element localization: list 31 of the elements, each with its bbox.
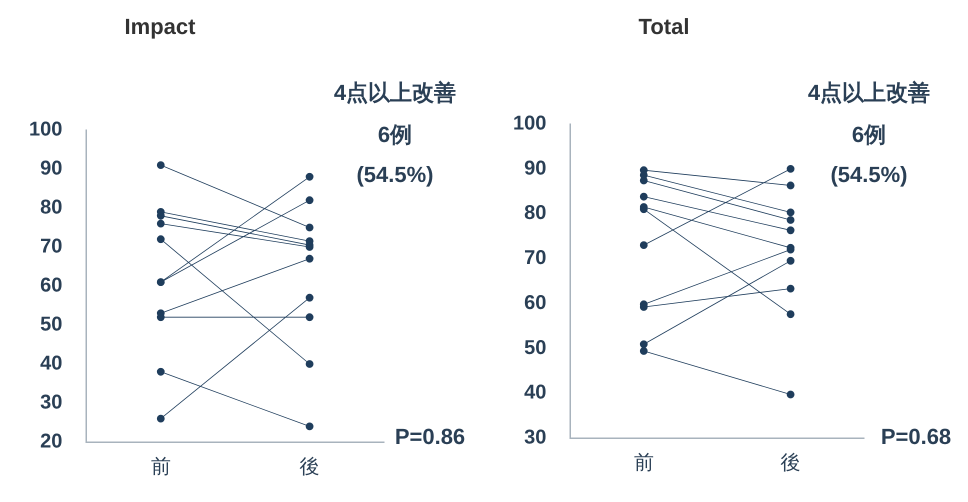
text: P=0.86 <box>394 424 466 450</box>
y-tick-label: 50 <box>524 336 546 359</box>
annotation: (54.5%) <box>829 162 909 188</box>
annotation: 6例 <box>376 121 414 149</box>
y-tick-label: 60 <box>40 274 62 297</box>
y-tick-label: 100 <box>512 112 546 135</box>
x-tick-label: 前 <box>150 454 171 478</box>
y-tick-label: 60 <box>524 292 546 314</box>
chart-title: Impact <box>124 14 196 40</box>
y-tick-label: 40 <box>524 382 546 404</box>
y-tick-label: 90 <box>524 157 546 180</box>
y-tick-label: 80 <box>40 196 62 219</box>
y-tick-label: 70 <box>40 236 62 258</box>
y-tick-label: 70 <box>524 247 546 270</box>
text: 4点以上改善 <box>332 79 458 107</box>
y-tick-label: 20 <box>40 430 62 453</box>
y-tick-label: 40 <box>40 352 62 375</box>
annotation: (54.5%) <box>355 162 435 188</box>
chart-title: Total <box>638 14 690 40</box>
text: P=0.68 <box>880 424 952 450</box>
text: 4点以上改善 <box>806 79 932 107</box>
x-tick-label: 後 <box>780 450 801 474</box>
y-tick-label: 50 <box>40 314 62 336</box>
x-tick-label: 後 <box>300 454 320 478</box>
y-tick-label: 100 <box>28 118 62 141</box>
y-tick-label: 30 <box>524 426 546 449</box>
y-tick-label: 80 <box>524 202 546 224</box>
y-tick-label: 30 <box>40 392 62 414</box>
x-tick-label: 前 <box>634 450 654 474</box>
annotation: 6例 <box>850 121 888 149</box>
y-tick-label: 90 <box>40 158 62 180</box>
